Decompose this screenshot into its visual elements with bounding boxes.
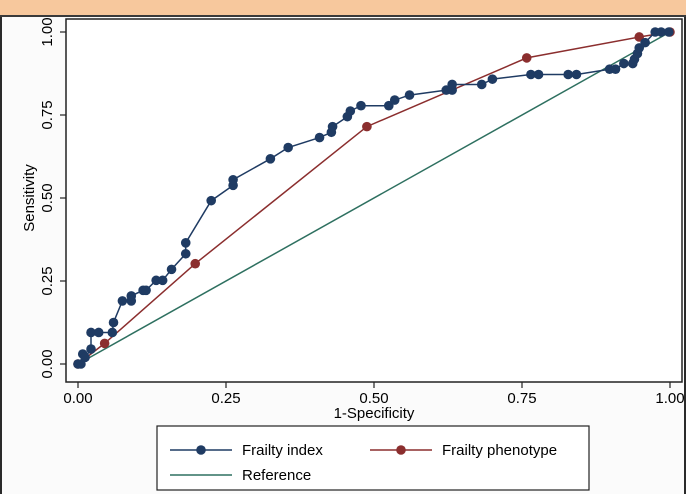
frailty-index-point: [107, 327, 118, 338]
frailty-index-point: [389, 95, 400, 105]
y-tick-label: 0.50: [39, 183, 56, 212]
frailty-index-point: [180, 248, 191, 259]
frailty-index-point: [265, 154, 276, 164]
frailty-index-point: [563, 69, 573, 80]
frailty-index-point: [610, 64, 621, 74]
frailty-index-point: [664, 27, 674, 37]
frailty-index-point: [327, 121, 338, 132]
frailty-index-point: [283, 142, 293, 153]
frailty-index-point: [228, 174, 238, 185]
y-tick-label: 0.75: [39, 100, 56, 129]
top-strip: [0, 0, 686, 17]
x-tick-label: 0.25: [211, 390, 240, 407]
x-axis-title: 1-Specificity: [334, 405, 415, 422]
frailty-index-point: [157, 275, 168, 286]
reference-line: [77, 31, 671, 365]
y-tick-label: 1.00: [39, 17, 56, 46]
x-tick-label: 0.00: [63, 390, 92, 407]
frailty-index-point: [86, 327, 96, 338]
frailty-index-point: [166, 264, 177, 275]
x-tick-label: 0.50: [359, 390, 388, 407]
y-tick-label: 0.00: [39, 349, 56, 378]
frailty-index-point: [404, 90, 415, 100]
frailty-index-point: [356, 100, 366, 111]
y-tick-label: 0.25: [39, 266, 56, 295]
frailty-index-point: [656, 27, 666, 37]
x-tick-label: 1.00: [655, 390, 684, 407]
frailty-index-point: [526, 69, 536, 80]
legend-frailty-index-marker: [196, 445, 206, 455]
frailty-index-point: [180, 238, 191, 248]
frailty-index-point: [93, 327, 104, 338]
frailty-index-point: [533, 69, 544, 80]
frailty-index-point: [571, 69, 582, 80]
frailty-index-point: [126, 291, 137, 301]
legend-frailty-index-label: Frailty index: [242, 442, 323, 459]
legend-frailty-phenotype-marker: [396, 445, 406, 455]
frailty-index-point: [86, 344, 96, 354]
x-tick-label: 0.75: [507, 390, 536, 407]
legend-frailty-phenotype-label: Frailty phenotype: [442, 442, 557, 459]
frailty-phenotype-point: [190, 258, 201, 269]
frailty-phenotype-point: [99, 338, 110, 349]
frailty-phenotype-point: [521, 53, 532, 63]
legend-reference-label: Reference: [242, 467, 311, 484]
frailty-index-point: [447, 79, 457, 90]
axes: 0.00 0.25 0.50 0.75 1.00 0.00 0.25 0.50 0.75 1.00: [39, 17, 685, 407]
frailty-index-point: [476, 79, 487, 90]
frailty-index-point: [117, 296, 128, 306]
frailty-index-point: [314, 132, 325, 143]
frailty-index-point: [108, 317, 119, 328]
plot-area: [65, 18, 683, 383]
frailty-phenotype-point: [362, 121, 372, 132]
frailty-index-point: [487, 74, 498, 84]
legend: Frailty index Frailty phenotype Reference: [156, 425, 590, 491]
frailty-index-point: [141, 285, 151, 296]
y-axis-title: Sensitivity: [21, 164, 38, 232]
frailty-index-point: [619, 58, 629, 69]
frailty-index-point: [206, 195, 216, 206]
series-layer: [73, 27, 675, 369]
frailty-index-point: [345, 106, 356, 116]
frailty-index-point: [640, 37, 650, 48]
frailty-index-point: [80, 352, 90, 363]
legend-box: [156, 425, 590, 491]
